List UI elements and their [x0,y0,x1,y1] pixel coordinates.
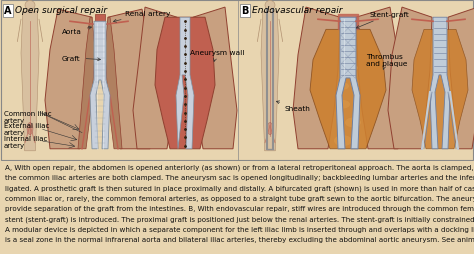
FancyBboxPatch shape [1,1,473,160]
Text: Open surgical repair: Open surgical repair [15,6,107,14]
Text: the common iliac arteries are both clamped. The aneurysm sac is opened longitudi: the common iliac arteries are both clamp… [5,174,474,180]
Text: Common iliac
artery: Common iliac artery [4,111,52,124]
Text: External iliac
artery: External iliac artery [4,123,49,136]
Ellipse shape [334,136,352,147]
Text: A: A [4,6,11,16]
Polygon shape [430,18,450,149]
Text: A modular device is depicted in which a separate component for the left iliac li: A modular device is depicted in which a … [5,226,474,232]
Polygon shape [108,10,155,149]
Polygon shape [21,12,39,151]
Polygon shape [448,8,474,149]
Text: ligated. A prosthetic graft is then sutured in place proximally and distally. A : ligated. A prosthetic graft is then sutu… [5,185,474,191]
Ellipse shape [345,118,361,128]
Polygon shape [45,10,92,149]
Polygon shape [176,18,194,149]
Ellipse shape [349,48,357,53]
Text: Stent-graft: Stent-graft [356,12,410,29]
Text: Aneurysm wall: Aneurysm wall [190,50,245,62]
Text: Thrombus
and plaque: Thrombus and plaque [366,54,407,70]
Text: Graft: Graft [62,55,100,61]
Polygon shape [105,18,122,149]
Polygon shape [356,8,403,149]
Text: provide separation of the graft from the intestines. B, With endovascular repair: provide separation of the graft from the… [5,205,474,211]
Polygon shape [78,18,95,149]
Ellipse shape [337,83,349,90]
Polygon shape [133,8,177,149]
Polygon shape [336,18,360,149]
Polygon shape [95,15,105,30]
Text: common iliac or, rarely, the common femoral arteries, as opposed to a straight t: common iliac or, rarely, the common femo… [5,195,474,201]
Text: Internal iliac
artery: Internal iliac artery [4,135,47,148]
Polygon shape [293,8,340,149]
Polygon shape [261,12,279,151]
Ellipse shape [338,66,348,72]
Ellipse shape [27,123,33,135]
Text: Sheath: Sheath [276,101,311,112]
Text: Aorta: Aorta [62,27,91,35]
Ellipse shape [265,2,275,11]
Ellipse shape [267,123,273,135]
Text: is a seal zone in the normal infrarenal aorta and bilateral iliac arteries, ther: is a seal zone in the normal infrarenal … [5,236,474,242]
Polygon shape [388,8,432,149]
Text: Renal artery: Renal artery [113,11,170,23]
Ellipse shape [25,2,35,11]
Polygon shape [193,8,237,149]
Polygon shape [310,30,386,149]
Text: stent (stent-graft) is introduced. The proximal graft is positioned just below t: stent (stent-graft) is introduced. The p… [5,216,474,222]
Text: A, With open repair, the abdomen is opened anteriorly (as shown) or from a later: A, With open repair, the abdomen is open… [5,164,474,170]
Ellipse shape [336,101,350,109]
Polygon shape [90,22,110,149]
Polygon shape [412,30,468,149]
Text: Endovascular repair: Endovascular repair [252,6,343,14]
Text: B: B [241,6,248,16]
Polygon shape [155,18,215,149]
